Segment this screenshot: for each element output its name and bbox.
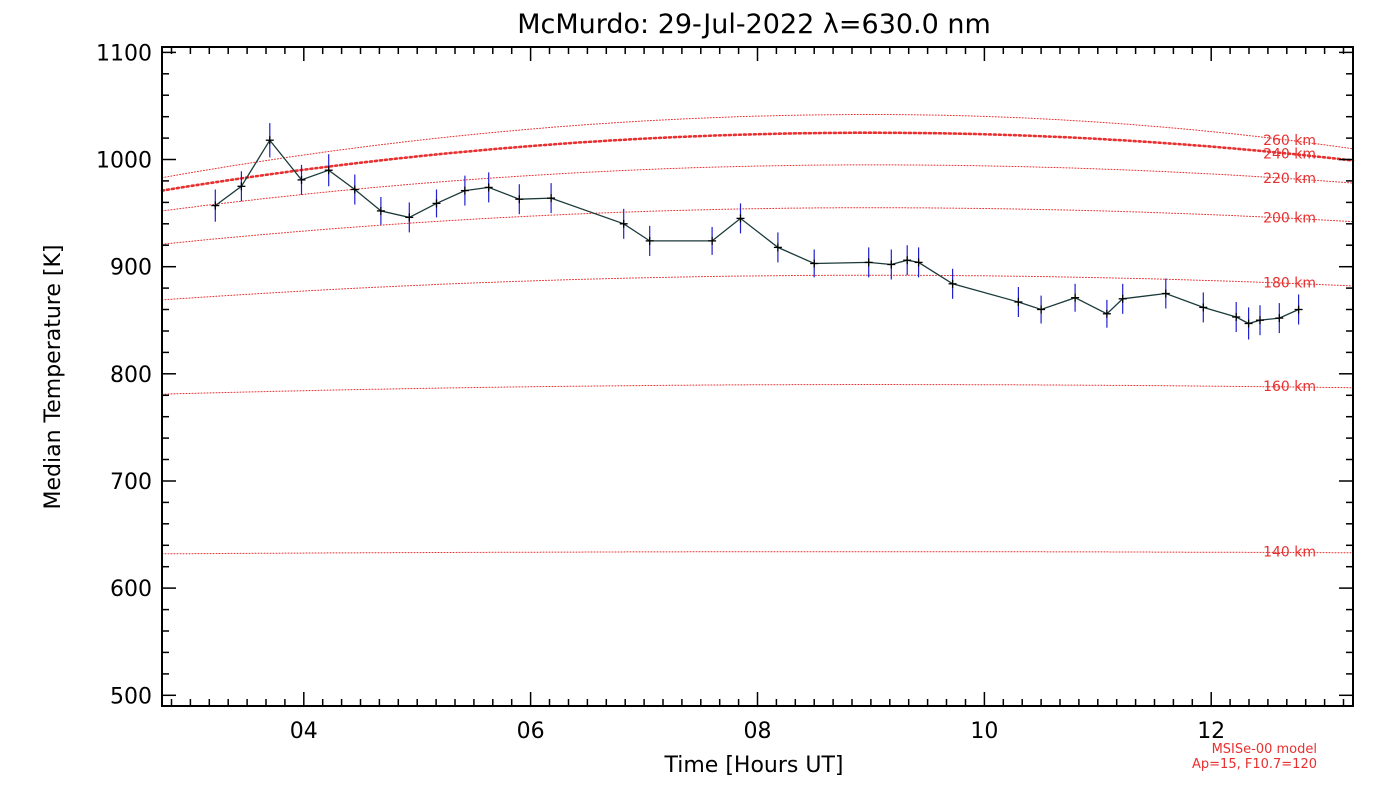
data-point-8 xyxy=(432,199,441,208)
data-point-31 xyxy=(1232,313,1241,321)
chart-title: McMurdo: 29-Jul-2022 λ=630.0 nm xyxy=(517,9,991,40)
data-point-1 xyxy=(237,182,246,191)
model-curve-1 xyxy=(161,384,1354,395)
data-point-6 xyxy=(376,206,385,215)
data-point-26 xyxy=(1071,293,1080,302)
y-tick-label: 900 xyxy=(110,256,152,281)
model-curve-6 xyxy=(161,114,1354,179)
data-point-21 xyxy=(903,256,912,265)
model-curve-label-1: 160 km xyxy=(1263,379,1316,395)
data-point-24 xyxy=(1014,298,1023,306)
x-axis-label: Time [Hours UT] xyxy=(664,753,844,778)
plot-frame xyxy=(161,46,1354,707)
y-tick-label: 600 xyxy=(110,577,152,602)
x-tick-label: 10 xyxy=(970,719,998,744)
model-curve-3 xyxy=(161,207,1354,245)
y-tick-label: 700 xyxy=(110,470,152,495)
y-axis-label: Median Temperature [K] xyxy=(41,245,66,510)
data-point-27 xyxy=(1102,309,1111,318)
data-point-4 xyxy=(324,166,333,175)
data-point-0 xyxy=(211,201,220,210)
model-curve-0 xyxy=(161,551,1354,555)
data-point-19 xyxy=(864,258,873,267)
data-point-15 xyxy=(708,236,717,245)
data-point-34 xyxy=(1275,314,1284,323)
model-curve-label-5: 240 km xyxy=(1263,146,1316,162)
data-point-3 xyxy=(297,175,306,184)
model-curve-2 xyxy=(161,274,1354,301)
data-point-29 xyxy=(1161,289,1170,298)
data-point-10 xyxy=(484,183,493,192)
data-point-30 xyxy=(1199,303,1208,312)
model-curve-5 xyxy=(160,131,1355,192)
data-point-28 xyxy=(1118,294,1127,303)
axes: 500 600 700 800 900 1000 1100 04 06 08 10 12 xyxy=(96,41,1354,744)
data-series xyxy=(211,123,1303,340)
model-curve-label-2: 180 km xyxy=(1263,276,1316,292)
data-point-32 xyxy=(1244,319,1253,328)
x-tick-label: 08 xyxy=(744,719,772,744)
data-point-35 xyxy=(1294,305,1303,314)
data-point-12 xyxy=(547,194,556,203)
model-curve-label-6: 260 km xyxy=(1263,133,1316,149)
y-tick-label: 1100 xyxy=(96,41,152,66)
data-point-23 xyxy=(948,279,957,288)
model-note-line-2: Ap=15, F10.7=120 xyxy=(1192,757,1317,772)
x-tick-label: 12 xyxy=(1197,719,1225,744)
y-tick-label: 1000 xyxy=(96,149,152,174)
data-point-22 xyxy=(914,258,923,267)
series-line xyxy=(214,139,1299,325)
data-point-13 xyxy=(619,219,628,228)
model-note-line-1: MSISe-00 model xyxy=(1212,742,1317,757)
model-curves: 140 km 160 km 180 km 200 km 220 km 240 km260 … xyxy=(160,114,1355,561)
data-point-7 xyxy=(405,213,414,222)
data-point-5 xyxy=(350,185,359,194)
model-curve-label-4: 220 km xyxy=(1263,171,1316,187)
data-point-20 xyxy=(887,260,896,269)
model-curve-label-0: 140 km xyxy=(1263,545,1316,561)
y-tick-label: 800 xyxy=(110,363,152,388)
data-point-9 xyxy=(460,186,469,195)
data-point-2 xyxy=(265,136,274,145)
data-point-11 xyxy=(515,195,524,204)
data-point-14 xyxy=(645,236,654,245)
model-curve-4 xyxy=(161,164,1354,212)
model-curve-label-3: 200 km xyxy=(1263,211,1316,227)
x-tick-label: 04 xyxy=(290,719,318,744)
data-point-16 xyxy=(736,214,745,223)
data-point-18 xyxy=(810,259,819,268)
data-point-25 xyxy=(1037,305,1046,314)
x-tick-label: 06 xyxy=(517,719,545,744)
y-tick-label: 500 xyxy=(110,684,152,709)
data-point-17 xyxy=(773,243,782,252)
data-point-33 xyxy=(1256,316,1264,325)
